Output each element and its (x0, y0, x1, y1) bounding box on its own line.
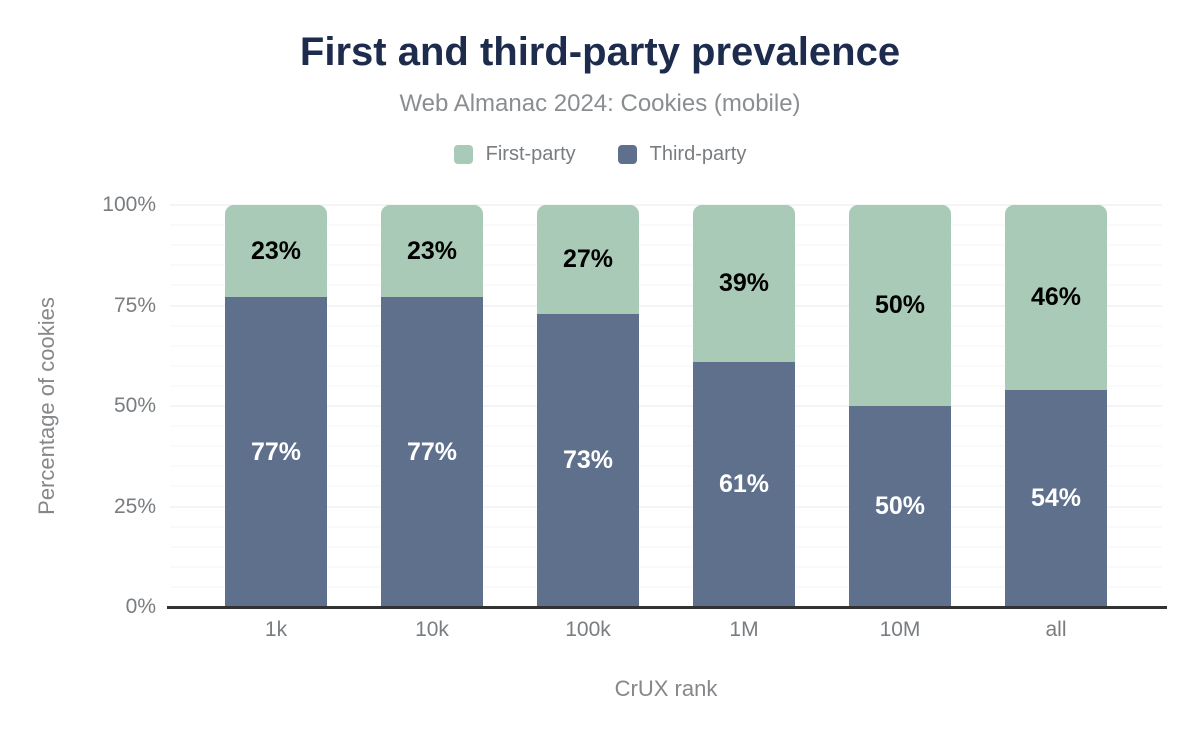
y-tick-label: 100% (102, 193, 156, 216)
bar-10M: 50% 50% (849, 205, 951, 607)
bar-value-label: 77% (406, 437, 458, 466)
gridline (170, 365, 1162, 367)
bar-value-label: 77% (250, 437, 302, 466)
gridline (170, 345, 1162, 347)
bar-segment-first-party: 39% (693, 205, 795, 362)
chart-subtitle: Web Almanac 2024: Cookies (mobile) (399, 90, 801, 117)
gridline (170, 546, 1162, 548)
legend-swatch-icon (453, 145, 473, 164)
y-tick-label: 25% (113, 494, 156, 518)
bar-value-label: 23% (250, 236, 302, 265)
gridline (170, 485, 1162, 487)
x-tick-label: all (1045, 618, 1067, 641)
bar-value-label: 39% (718, 268, 770, 297)
legend-item-third-party: Third-party (617, 143, 747, 166)
bar-segment-first-party: 50% (849, 205, 951, 406)
gridline (170, 526, 1162, 528)
legend-item-first-party: First-party (453, 143, 576, 166)
bar-value-label: 50% (874, 492, 926, 520)
x-tick-label: 100k (565, 618, 611, 641)
bar-value-label: 27% (562, 244, 614, 273)
bar-all: 46% 54% (1005, 205, 1107, 607)
bar-100k: 27% 73% (537, 205, 639, 607)
x-axis-line (167, 606, 1167, 609)
gridline (170, 465, 1162, 467)
bar-value-label: 61% (718, 469, 770, 498)
bar-segment-first-party: 46% (1005, 205, 1107, 390)
gridline (170, 425, 1162, 427)
bar-segment-third-party: 54% (1005, 389, 1107, 607)
bar-segment-third-party: 61% (693, 361, 795, 607)
gridline (170, 586, 1162, 588)
legend: First-party Third-party (0, 143, 1200, 166)
x-tick-label: 1k (264, 618, 288, 641)
y-tick-label: 0% (125, 595, 156, 618)
bar-segment-third-party: 73% (537, 313, 639, 607)
y-tick-label: 75% (113, 293, 156, 317)
y-tick-label: 50% (113, 394, 156, 417)
gridline (170, 244, 1162, 246)
legend-label: Third-party (649, 143, 747, 165)
bar-segment-first-party: 27% (537, 205, 639, 314)
bar-1k: 23% 77% (225, 205, 327, 607)
gridline (170, 204, 1162, 206)
legend-label: First-party (485, 143, 576, 165)
bar-value-label: 46% (1030, 282, 1082, 311)
x-tick-label: 10k (415, 618, 449, 641)
bar-1M: 39% 61% (693, 205, 795, 607)
gridline (170, 506, 1162, 507)
x-tick-label: 10M (879, 618, 921, 641)
gridline (170, 264, 1162, 266)
bars-row: 23% 77% 23% 77% 27% 73% 39% 61% 50% 50% 46% 54% (170, 205, 1162, 607)
chart-title: First and third-party prevalence (299, 30, 901, 74)
bar-value-label: 23% (406, 236, 458, 265)
x-tick-label: 1M (729, 618, 759, 641)
legend-swatch-icon (617, 145, 637, 164)
bar-10k: 23% 77% (381, 205, 483, 607)
bar-segment-third-party: 77% (225, 297, 327, 607)
bar-segment-first-party: 23% (381, 205, 483, 298)
gridline (170, 224, 1162, 226)
gridline (170, 305, 1162, 306)
gridline (170, 445, 1162, 447)
gridline (170, 284, 1162, 286)
plot-area: 23% 77% 23% 77% 27% 73% 39% 61% 50% 50% 46% 54% 0% 2… (102, 193, 1167, 618)
bar-value-label: 54% (1030, 483, 1082, 512)
x-axis-title: CrUX rank (614, 676, 718, 701)
gridline (170, 325, 1162, 327)
gridline (170, 566, 1162, 568)
bar-segment-first-party: 23% (225, 205, 327, 298)
bar-segment-third-party: 77% (381, 297, 483, 607)
bar-value-label: 50% (874, 291, 926, 319)
bar-value-label: 73% (562, 445, 614, 474)
gridline (170, 405, 1162, 407)
x-tick-labels: 1k 10k 100k 1M 10M all (170, 618, 1162, 642)
bar-segment-third-party: 50% (849, 406, 951, 607)
gridline (170, 385, 1162, 387)
